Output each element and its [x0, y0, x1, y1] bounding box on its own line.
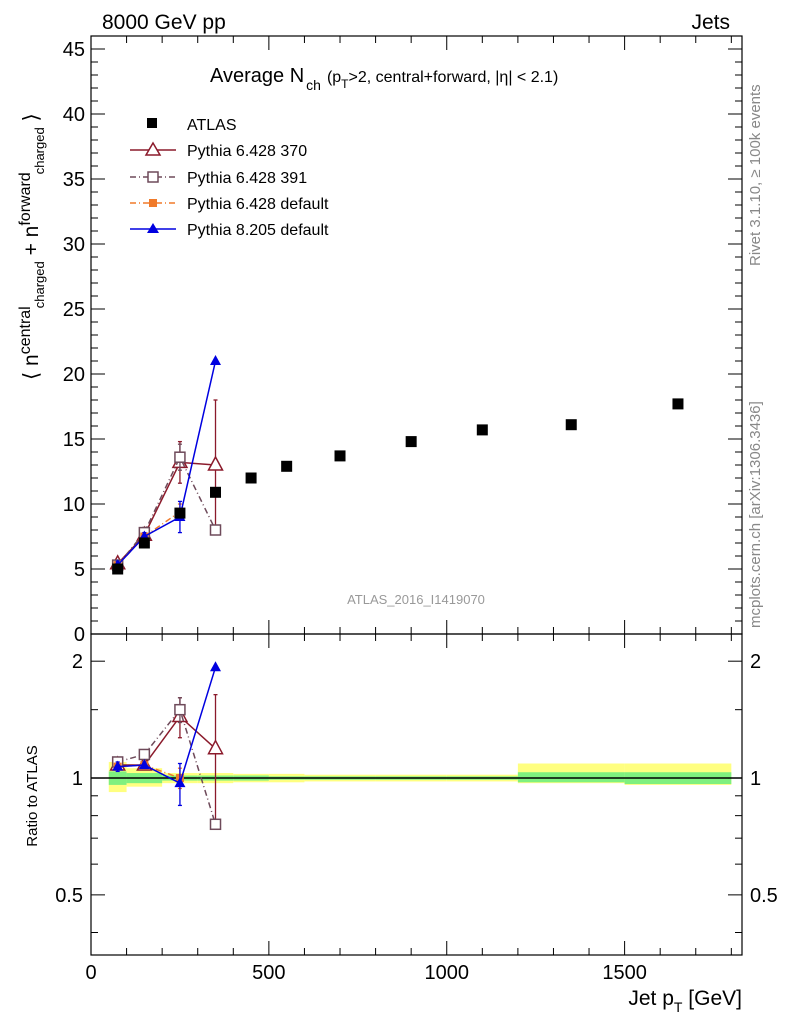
- ratio-point-pythia-6-428-391: [138, 748, 151, 761]
- ratio-point-pythia-6-428-391: [174, 703, 186, 716]
- legend-label-py6def: Pythia 6.428 default: [187, 196, 329, 213]
- ylabel-bracket-open: ⟨ n: [20, 354, 43, 380]
- ratio-line-pythia-6-428-391: [117, 708, 217, 825]
- ratio-line-pythia-6-428-370: [117, 715, 217, 766]
- ratio-y-tick-label-right: 0.5: [750, 885, 778, 907]
- x-axis-label: Jet pT [GeV]: [628, 987, 742, 1015]
- main-y-tick-label: 30: [63, 234, 85, 256]
- main-point-atlas: [210, 486, 222, 498]
- title-rest1: (p: [327, 69, 341, 86]
- xlabel-t-sub: T: [674, 999, 683, 1015]
- ylabel-bracket-close: ⟩: [20, 113, 43, 127]
- main-line-pythia-6-428-370: [117, 461, 216, 565]
- main-point-atlas: [245, 472, 257, 484]
- ylabel-charged-1: charged: [32, 261, 47, 308]
- mcplots-label: mcplots.cern.ch [arXiv:1306.3436]: [747, 401, 764, 628]
- legend-marker-py391: [147, 171, 159, 183]
- ratio-y-tick-label: 1: [72, 768, 83, 790]
- ratio-point-pythia-6-428-370: [207, 739, 224, 755]
- ratio-panel: 0 500 1000 1500 0.5 0.5 1 1 2 2: [55, 634, 778, 984]
- rivet-version-label: Rivet 3.1.10, ≥ 100k events: [747, 84, 764, 266]
- ratio-point-pythia-8-205-default: [112, 760, 124, 771]
- ratio-y-tick-label: 2: [72, 651, 83, 673]
- legend-marker-atlas: [147, 118, 157, 128]
- ratio-y-tick-label-right: 2: [750, 651, 761, 673]
- ylabel-forward: forward: [17, 172, 34, 225]
- title-rest1-sub: T: [341, 77, 349, 91]
- main-point-pythia-8-205-default: [210, 355, 222, 365]
- main-y-tick-label: 5: [74, 559, 85, 581]
- header-energy-label: 8000 GeV pp: [102, 11, 226, 34]
- main-point-atlas: [405, 436, 417, 448]
- ylabel-plus: + n: [20, 226, 43, 262]
- main-y-tick-label: 10: [63, 494, 85, 516]
- ratio-point-pythia-6-428-391: [209, 818, 222, 831]
- ratio-plot-frame: [90, 633, 743, 956]
- main-y-tick-label: 0: [74, 624, 85, 646]
- main-point-pythia-6-428-370: [207, 455, 224, 471]
- main-point-atlas: [174, 507, 186, 519]
- x-tick-label: 1000: [424, 962, 469, 984]
- ratio-y-axis-label: Ratio to ATLAS: [24, 745, 41, 846]
- legend-marker-py370: [144, 141, 162, 156]
- ratio-point-pythia-8-205-default: [210, 661, 222, 672]
- main-y-tick-label: 40: [63, 104, 85, 126]
- main-point-atlas: [672, 398, 684, 410]
- legend-label-py8: Pythia 8.205 default: [187, 222, 329, 239]
- main-point-atlas: [138, 537, 150, 549]
- ylabel-central: central: [17, 306, 34, 354]
- analysis-watermark: ATLAS_2016_I1419070: [347, 592, 485, 607]
- legend-marker-py8: [147, 223, 159, 233]
- x-tick-label: 500: [252, 962, 285, 984]
- main-y-tick-label: 20: [63, 364, 85, 386]
- xlabel-unit: [GeV]: [682, 987, 742, 1010]
- ylabel-charged-2: charged: [32, 127, 47, 174]
- main-point-atlas: [281, 460, 293, 472]
- title-sub: ch: [306, 77, 321, 93]
- main-point-atlas: [334, 450, 346, 462]
- main-line-pythia-8-205-default: [117, 360, 217, 566]
- main-point-pythia-6-428-391: [209, 524, 222, 536]
- x-tick-label: 0: [85, 962, 96, 984]
- legend-label-py391: Pythia 6.428 391: [187, 170, 307, 187]
- ratio-line-pythia-8-205-default: [117, 666, 217, 785]
- main-y-tick-label: 15: [63, 429, 85, 451]
- main-line-pythia-6-428-391: [117, 455, 217, 566]
- main-point-atlas: [112, 563, 124, 575]
- legend-label-py370: Pythia 6.428 370: [187, 143, 307, 160]
- legend-label-atlas: ATLAS: [187, 117, 237, 134]
- legend: ATLAS Pythia 6.428 370 Pythia 6.428 391 …: [130, 117, 329, 239]
- ratio-y-tick-label: 0.5: [55, 885, 83, 907]
- main-point-atlas: [565, 419, 577, 431]
- x-tick-label: 1500: [602, 962, 647, 984]
- title-rest2: >2, central+forward, |η| < 2.1): [349, 69, 559, 86]
- title-main: Average N: [210, 65, 304, 87]
- header-process-label: Jets: [691, 11, 730, 34]
- ratio-point-pythia-8-205-default: [138, 759, 150, 770]
- xlabel-jet-p: Jet p: [628, 987, 674, 1010]
- legend-marker-py6def: [149, 199, 157, 207]
- main-panel: 0 5 10 15 20 25 30 35 40 45: [63, 35, 742, 646]
- main-y-tick-label: 35: [63, 169, 85, 191]
- main-point-pythia-6-428-391: [174, 451, 186, 463]
- ratio-point-pythia-8-205-default: [174, 777, 186, 788]
- uncertainty-band-inner: [517, 772, 625, 783]
- main-y-tick-label: 25: [63, 299, 85, 321]
- main-y-tick-label: 45: [63, 39, 85, 61]
- main-y-axis-label: ⟨ ncentralcharged + nforwardcharged ⟩: [17, 113, 47, 380]
- ratio-y-tick-label-right: 1: [750, 768, 761, 790]
- main-point-atlas: [476, 424, 488, 436]
